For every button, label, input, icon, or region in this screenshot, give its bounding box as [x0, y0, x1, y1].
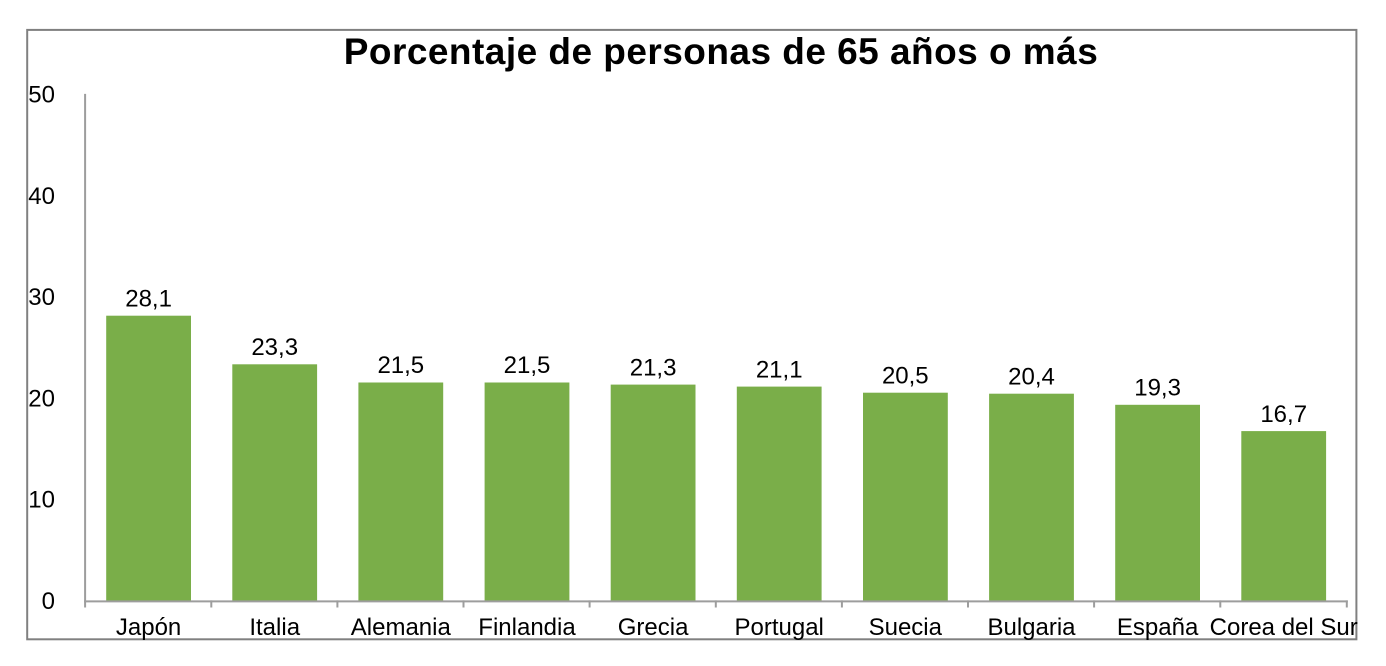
svg-text:0: 0	[42, 588, 55, 615]
svg-text:19,3: 19,3	[1134, 375, 1181, 402]
svg-text:Italia: Italia	[249, 614, 300, 641]
svg-text:Corea del Sur: Corea del Sur	[1210, 614, 1358, 641]
svg-text:Portugal: Portugal	[735, 614, 824, 641]
svg-text:21,5: 21,5	[377, 352, 424, 379]
svg-text:21,3: 21,3	[630, 354, 677, 381]
svg-text:30: 30	[28, 284, 55, 311]
svg-text:16,7: 16,7	[1260, 401, 1307, 428]
svg-text:España: España	[1117, 614, 1199, 641]
svg-text:21,5: 21,5	[504, 352, 551, 379]
svg-text:Alemania: Alemania	[351, 614, 452, 641]
svg-text:50: 50	[28, 82, 55, 109]
svg-text:20,4: 20,4	[1008, 363, 1055, 390]
svg-text:20: 20	[28, 385, 55, 412]
svg-text:Porcentaje de personas de 65 a: Porcentaje de personas de 65 años o más	[344, 31, 1099, 72]
svg-text:Finlandia: Finlandia	[478, 614, 576, 641]
svg-text:28,1: 28,1	[125, 285, 172, 312]
svg-text:10: 10	[28, 487, 55, 514]
svg-text:23,3: 23,3	[251, 334, 298, 361]
svg-text:21,1: 21,1	[756, 356, 803, 383]
svg-text:Bulgaria: Bulgaria	[987, 614, 1076, 641]
svg-text:40: 40	[28, 183, 55, 210]
svg-text:Suecia: Suecia	[869, 614, 943, 641]
svg-text:Grecia: Grecia	[618, 614, 689, 641]
svg-text:20,5: 20,5	[882, 362, 929, 389]
svg-text:Japón: Japón	[116, 614, 181, 641]
